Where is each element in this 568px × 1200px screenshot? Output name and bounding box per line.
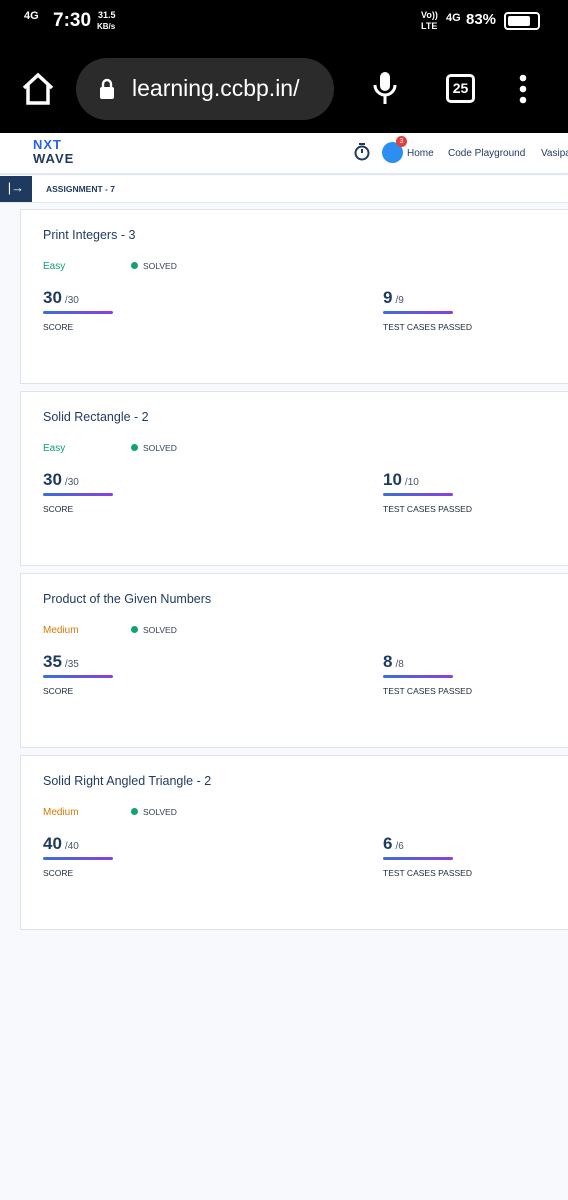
url: learning.ccbp.in/ <box>132 75 300 101</box>
card-title: Solid Rectangle - 2 <box>43 410 149 424</box>
score: 35/35 <box>43 652 79 672</box>
tests: 6/6 <box>383 834 404 854</box>
score-label: SCORE <box>43 686 74 696</box>
score-value: 30 <box>43 288 62 307</box>
card-title: Print Integers - 3 <box>43 228 136 242</box>
score-label: SCORE <box>43 504 74 514</box>
tests-value: 8 <box>383 652 393 671</box>
lock-icon <box>100 78 114 99</box>
tests: 9/9 <box>383 288 404 308</box>
url-bar[interactable]: learning.ccbp.in/ <box>76 58 334 120</box>
tests-total: /8 <box>395 659 404 670</box>
tests-bar <box>383 857 453 860</box>
menu-button[interactable] <box>516 74 530 104</box>
battery-icon <box>504 12 540 30</box>
nav-link[interactable]: Home <box>407 148 434 159</box>
logo-top: NXT <box>33 137 62 152</box>
score: 40/40 <box>43 834 79 854</box>
chat-icon[interactable] <box>382 142 403 163</box>
lte: LTE <box>421 21 438 31</box>
score-total: /35 <box>64 659 79 670</box>
home-button[interactable] <box>20 72 56 106</box>
score-value: 30 <box>43 470 62 489</box>
score-total: /30 <box>64 295 79 306</box>
tests-total: /10 <box>404 477 419 488</box>
score-label: SCORE <box>43 322 74 332</box>
difficulty: Easy <box>43 443 66 454</box>
nav-link[interactable]: Vasipa <box>541 148 568 159</box>
card-title: Product of the Given Numbers <box>43 592 212 606</box>
volte: Vo)) <box>421 10 438 20</box>
tests-value: 10 <box>383 470 402 489</box>
score: 30/30 <box>43 470 79 490</box>
problem-card[interactable]: Print Integers - 3 Easy SOLVED 30/30 SCO… <box>20 209 568 384</box>
difficulty: Medium <box>43 807 79 818</box>
tests-value: 6 <box>383 834 393 853</box>
timer-icon[interactable] <box>353 142 371 162</box>
score: 30/30 <box>43 288 79 308</box>
notification-badge: 3 <box>396 136 407 147</box>
network-right: 4G <box>446 12 461 24</box>
status: SOLVED <box>131 807 177 817</box>
score-bar <box>43 675 113 678</box>
tests-label: TEST CASES PASSED <box>383 322 472 332</box>
logo-bottom: WAVE <box>33 151 75 166</box>
sidebar-toggle[interactable]: |→ <box>0 176 32 202</box>
score-label: SCORE <box>43 868 74 878</box>
speed: 31.5 <box>98 10 116 20</box>
problem-card[interactable]: Product of the Given Numbers Medium SOLV… <box>20 573 568 748</box>
time: 7:30 <box>53 10 92 31</box>
tests-label: TEST CASES PASSED <box>383 868 472 878</box>
tests-total: /6 <box>395 841 404 852</box>
problem-card[interactable]: Solid Right Angled Triangle - 2 Medium S… <box>20 755 568 930</box>
mic-button[interactable] <box>372 70 398 106</box>
tests: 8/8 <box>383 652 404 672</box>
status: SOLVED <box>131 625 177 635</box>
system-bars: 4G 7:30 31.5 KB/s Vo)) LTE 4G 83% learni… <box>0 0 568 133</box>
score-bar <box>43 493 113 496</box>
score-bar <box>43 857 113 860</box>
network: 4G <box>24 10 39 22</box>
problem-card[interactable]: Solid Rectangle - 2 Easy SOLVED 30/30 SC… <box>20 391 568 566</box>
status: SOLVED <box>131 443 177 453</box>
tests-bar <box>383 675 453 678</box>
breadcrumb-bar: |→ ASSIGNMENT - 7 <box>0 176 568 203</box>
speed-unit: KB/s <box>97 22 116 31</box>
score-value: 35 <box>43 652 62 671</box>
nav-link[interactable]: Code Playground <box>448 148 526 159</box>
score-value: 40 <box>43 834 62 853</box>
tests-total: /9 <box>395 295 404 306</box>
site-header: NXT WAVE 3 Home Code Playground Vasipa <box>0 133 568 175</box>
breadcrumb: ASSIGNMENT - 7 <box>46 184 115 194</box>
tests-label: TEST CASES PASSED <box>383 504 472 514</box>
score-total: /30 <box>64 477 79 488</box>
score-bar <box>43 311 113 314</box>
status: SOLVED <box>131 261 177 271</box>
tests-bar <box>383 311 453 314</box>
tests: 10/10 <box>383 470 419 490</box>
tests-bar <box>383 493 453 496</box>
card-title: Solid Right Angled Triangle - 2 <box>43 774 212 788</box>
tests-value: 9 <box>383 288 393 307</box>
battery-level: 83% <box>466 11 497 28</box>
difficulty: Easy <box>43 261 66 272</box>
tabs-button[interactable]: 25 <box>446 74 475 103</box>
difficulty: Medium <box>43 625 79 636</box>
tests-label: TEST CASES PASSED <box>383 686 472 696</box>
score-total: /40 <box>64 841 79 852</box>
